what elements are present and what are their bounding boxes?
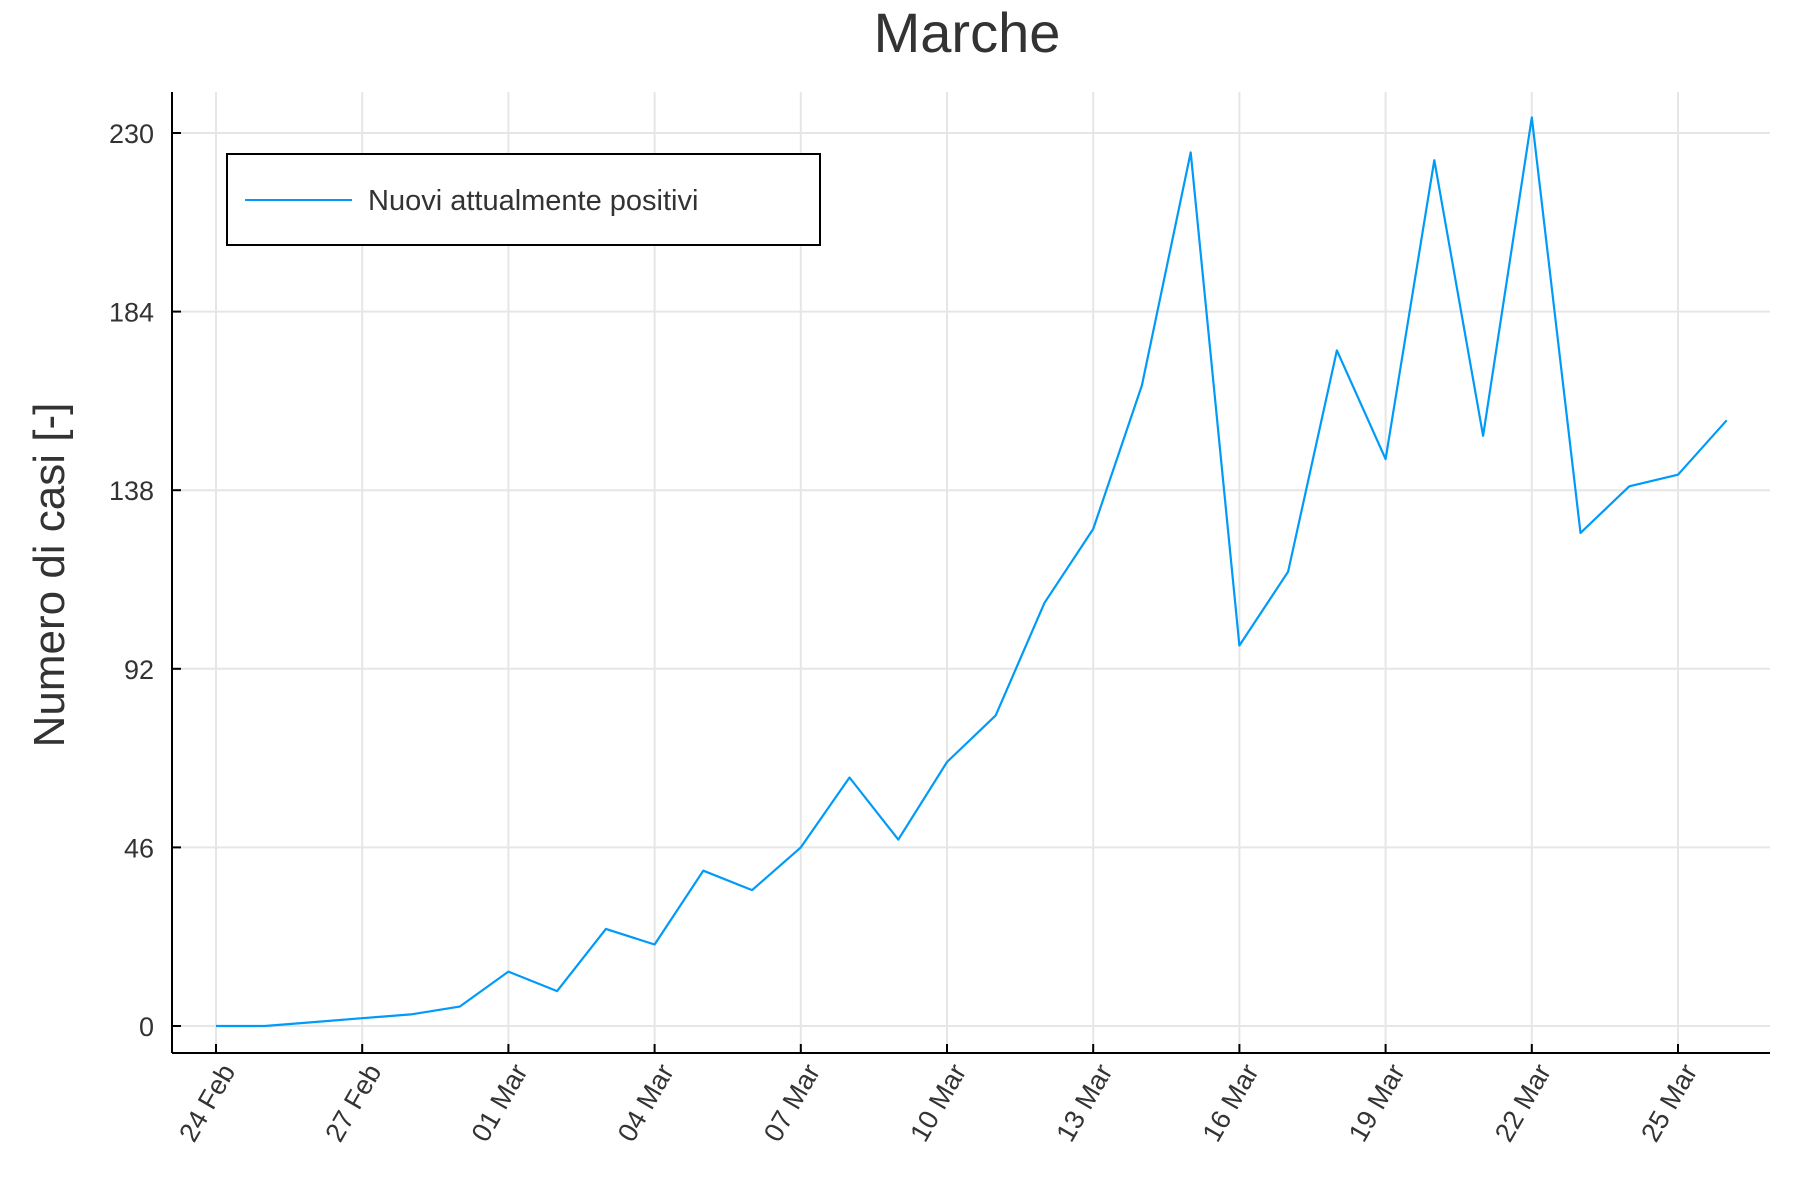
x-tick-label: 19 Mar — [1343, 1059, 1411, 1147]
x-tick-label: 22 Mar — [1489, 1059, 1557, 1147]
x-tick-label: 27 Feb — [319, 1059, 387, 1147]
x-tick-label: 10 Mar — [904, 1059, 972, 1147]
y-tick-label: 92 — [124, 655, 154, 685]
x-tick-label: 13 Mar — [1050, 1059, 1118, 1147]
x-tick-label: 16 Mar — [1197, 1059, 1265, 1147]
series-lines — [216, 116, 1728, 1028]
x-tick-label: 04 Mar — [612, 1059, 680, 1147]
y-tick-label: 46 — [124, 833, 154, 863]
x-tick-label: 01 Mar — [466, 1059, 534, 1147]
axes — [171, 92, 1770, 1054]
x-tick-label: 24 Feb — [173, 1059, 241, 1147]
x-tick-label: 25 Mar — [1635, 1059, 1703, 1147]
y-tick-label: 0 — [139, 1012, 154, 1042]
legend: Nuovi attualmente positivi — [226, 153, 821, 246]
y-tick-label: 230 — [109, 119, 154, 149]
y-tick-label: 138 — [109, 476, 154, 506]
series-line — [216, 116, 1728, 1028]
legend-label: Nuovi attualmente positivi — [368, 185, 698, 217]
x-tick-label: 07 Mar — [758, 1059, 826, 1147]
tick-labels: 24 Feb 27 Feb 01 Mar 04 Mar 07 Mar 10 Mar 13 M… — [109, 119, 1703, 1147]
y-axis-label: Numero di casi [-] — [25, 403, 74, 748]
chart-title: Marche — [874, 1, 1061, 64]
y-tick-label: 184 — [109, 298, 154, 328]
grid-lines — [172, 92, 1770, 1053]
